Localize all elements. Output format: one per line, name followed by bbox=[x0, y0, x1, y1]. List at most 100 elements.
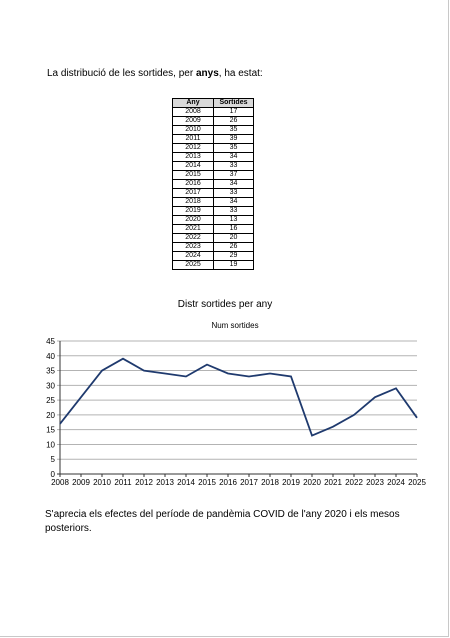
table-cell-any: 2025 bbox=[172, 260, 214, 270]
table-cell-sortides: 17 bbox=[213, 107, 254, 117]
intro-text-after: , ha estat: bbox=[218, 68, 263, 79]
table-cell-sortides: 13 bbox=[213, 215, 254, 225]
x-tick-label: 2017 bbox=[240, 478, 258, 487]
table-cell-sortides: 34 bbox=[213, 152, 254, 162]
y-tick-label: 40 bbox=[46, 352, 55, 361]
y-tick-label: 5 bbox=[51, 455, 56, 464]
x-tick-label: 2024 bbox=[387, 478, 405, 487]
x-tick-label: 2012 bbox=[135, 478, 153, 487]
series-line bbox=[59, 357, 418, 437]
table-cell-any: 2018 bbox=[172, 197, 214, 207]
x-tick-label: 2020 bbox=[303, 478, 321, 487]
x-tick-label: 2011 bbox=[114, 478, 132, 487]
table-cell-any: 2014 bbox=[172, 161, 214, 171]
table-cell-any: 2017 bbox=[172, 188, 214, 198]
y-tick-label: 20 bbox=[46, 411, 55, 420]
x-tick-label: 2025 bbox=[408, 478, 426, 487]
intro-text-before: La distribució de les sortides, per bbox=[47, 68, 196, 79]
x-tick-label: 2015 bbox=[198, 478, 216, 487]
table-row: 2014 33 bbox=[172, 161, 254, 171]
table-row: 2015 37 bbox=[172, 170, 254, 180]
table-header-any: Any bbox=[172, 98, 214, 108]
table-row: 2011 39 bbox=[172, 134, 254, 144]
table-row: 2017 33 bbox=[172, 188, 254, 198]
x-tick-label: 2018 bbox=[261, 478, 279, 487]
x-tick-label: 2010 bbox=[93, 478, 111, 487]
table-cell-sortides: 35 bbox=[213, 125, 254, 135]
table-row: 2009 26 bbox=[172, 116, 254, 126]
chart-grid bbox=[57, 340, 418, 477]
table-row: 2021 16 bbox=[172, 224, 254, 234]
table-cell-sortides: 26 bbox=[213, 242, 254, 252]
table-row: 2024 29 bbox=[172, 251, 254, 261]
table-cell-sortides: 16 bbox=[213, 224, 254, 234]
y-tick-label: 35 bbox=[46, 367, 55, 376]
table-cell-sortides: 26 bbox=[213, 116, 254, 126]
table-cell-sortides: 33 bbox=[213, 161, 254, 171]
y-tick-label: 10 bbox=[46, 440, 55, 449]
table-cell-any: 2021 bbox=[172, 224, 214, 234]
x-tick-label: 2014 bbox=[177, 478, 195, 487]
outro-paragraph: S'aprecia els efectes del període de pan… bbox=[45, 509, 400, 534]
chart-subtitle: Num sortides bbox=[211, 321, 258, 330]
table-cell-sortides: 39 bbox=[213, 134, 254, 144]
y-tick-label: 45 bbox=[46, 337, 55, 346]
intro-text-bold: anys bbox=[195, 68, 219, 79]
chart-title: Distr sortides per any bbox=[178, 299, 272, 310]
table-header-sortides: Sortides bbox=[213, 98, 254, 108]
table-cell-any: 2008 bbox=[172, 107, 214, 117]
table-cell-any: 2024 bbox=[172, 251, 214, 261]
table-cell-sortides: 37 bbox=[213, 170, 254, 180]
table-cell-any: 2013 bbox=[172, 152, 214, 162]
x-tick-label: 2022 bbox=[345, 478, 363, 487]
table-row: 2020 13 bbox=[172, 215, 254, 225]
table-cell-sortides: 19 bbox=[213, 260, 254, 270]
table-row: 2010 35 bbox=[172, 125, 254, 135]
table-cell-any: 2011 bbox=[172, 134, 214, 144]
x-tick-label: 2019 bbox=[282, 478, 300, 487]
table-cell-any: 2023 bbox=[172, 242, 214, 252]
table-cell-sortides: 20 bbox=[213, 233, 254, 243]
table-row: 2016 34 bbox=[172, 179, 254, 189]
table-cell-sortides: 33 bbox=[213, 206, 254, 216]
y-tick-label: 0 bbox=[51, 470, 56, 479]
table-cell-any: 2009 bbox=[172, 116, 214, 126]
x-tick-label: 2009 bbox=[72, 478, 90, 487]
y-tick-label: 30 bbox=[46, 381, 55, 390]
table-cell-sortides: 34 bbox=[213, 179, 254, 189]
table-cell-sortides: 33 bbox=[213, 188, 254, 198]
table-body: 2008 17 2009 26 2010 35 2011 39 2012 35 2013 34 2014… bbox=[172, 107, 254, 270]
intro-paragraph: La distribució de les sortides, per anys… bbox=[47, 68, 263, 79]
table-header-row: Any Sortides bbox=[172, 98, 254, 108]
table-cell-any: 2016 bbox=[172, 179, 214, 189]
x-tick-label: 2013 bbox=[156, 478, 174, 487]
chart-y-tick-labels: 0 5 10 15 20 25 30 35 40 45 bbox=[46, 337, 55, 479]
sortides-table: Any Sortides 2008 17 2009 26 2010 35 2011 39 201… bbox=[172, 98, 254, 270]
y-tick-label: 25 bbox=[46, 396, 55, 405]
line-chart: Distr sortides per any Num sortides 0 5 10… bbox=[46, 299, 426, 487]
table-row: 2012 35 bbox=[172, 143, 254, 153]
table-row: 2022 20 bbox=[172, 233, 254, 243]
table-cell-any: 2010 bbox=[172, 125, 214, 135]
table-cell-any: 2022 bbox=[172, 233, 214, 243]
x-tick-label: 2008 bbox=[51, 478, 69, 487]
table-cell-sortides: 35 bbox=[213, 143, 254, 153]
x-tick-label: 2016 bbox=[219, 478, 237, 487]
table-row: 2025 19 bbox=[172, 260, 254, 270]
chart-x-tick-labels: 2008 2009 2010 2011 2012 2013 2014 2015 2016 2017… bbox=[51, 478, 426, 487]
table-cell-sortides: 29 bbox=[213, 251, 254, 261]
table-row: 2018 34 bbox=[172, 197, 254, 207]
table-cell-any: 2020 bbox=[172, 215, 214, 225]
table-row: 2023 26 bbox=[172, 242, 254, 252]
x-tick-label: 2023 bbox=[366, 478, 384, 487]
table-row: 2019 33 bbox=[172, 206, 254, 216]
table-cell-any: 2019 bbox=[172, 206, 214, 216]
x-tick-label: 2021 bbox=[324, 478, 342, 487]
table-row: 2013 34 bbox=[172, 152, 254, 162]
table-cell-sortides: 34 bbox=[213, 197, 254, 207]
table-row: 2008 17 bbox=[172, 107, 254, 117]
table-cell-any: 2015 bbox=[172, 170, 214, 180]
y-tick-label: 15 bbox=[46, 426, 55, 435]
table-cell-any: 2012 bbox=[172, 143, 214, 153]
